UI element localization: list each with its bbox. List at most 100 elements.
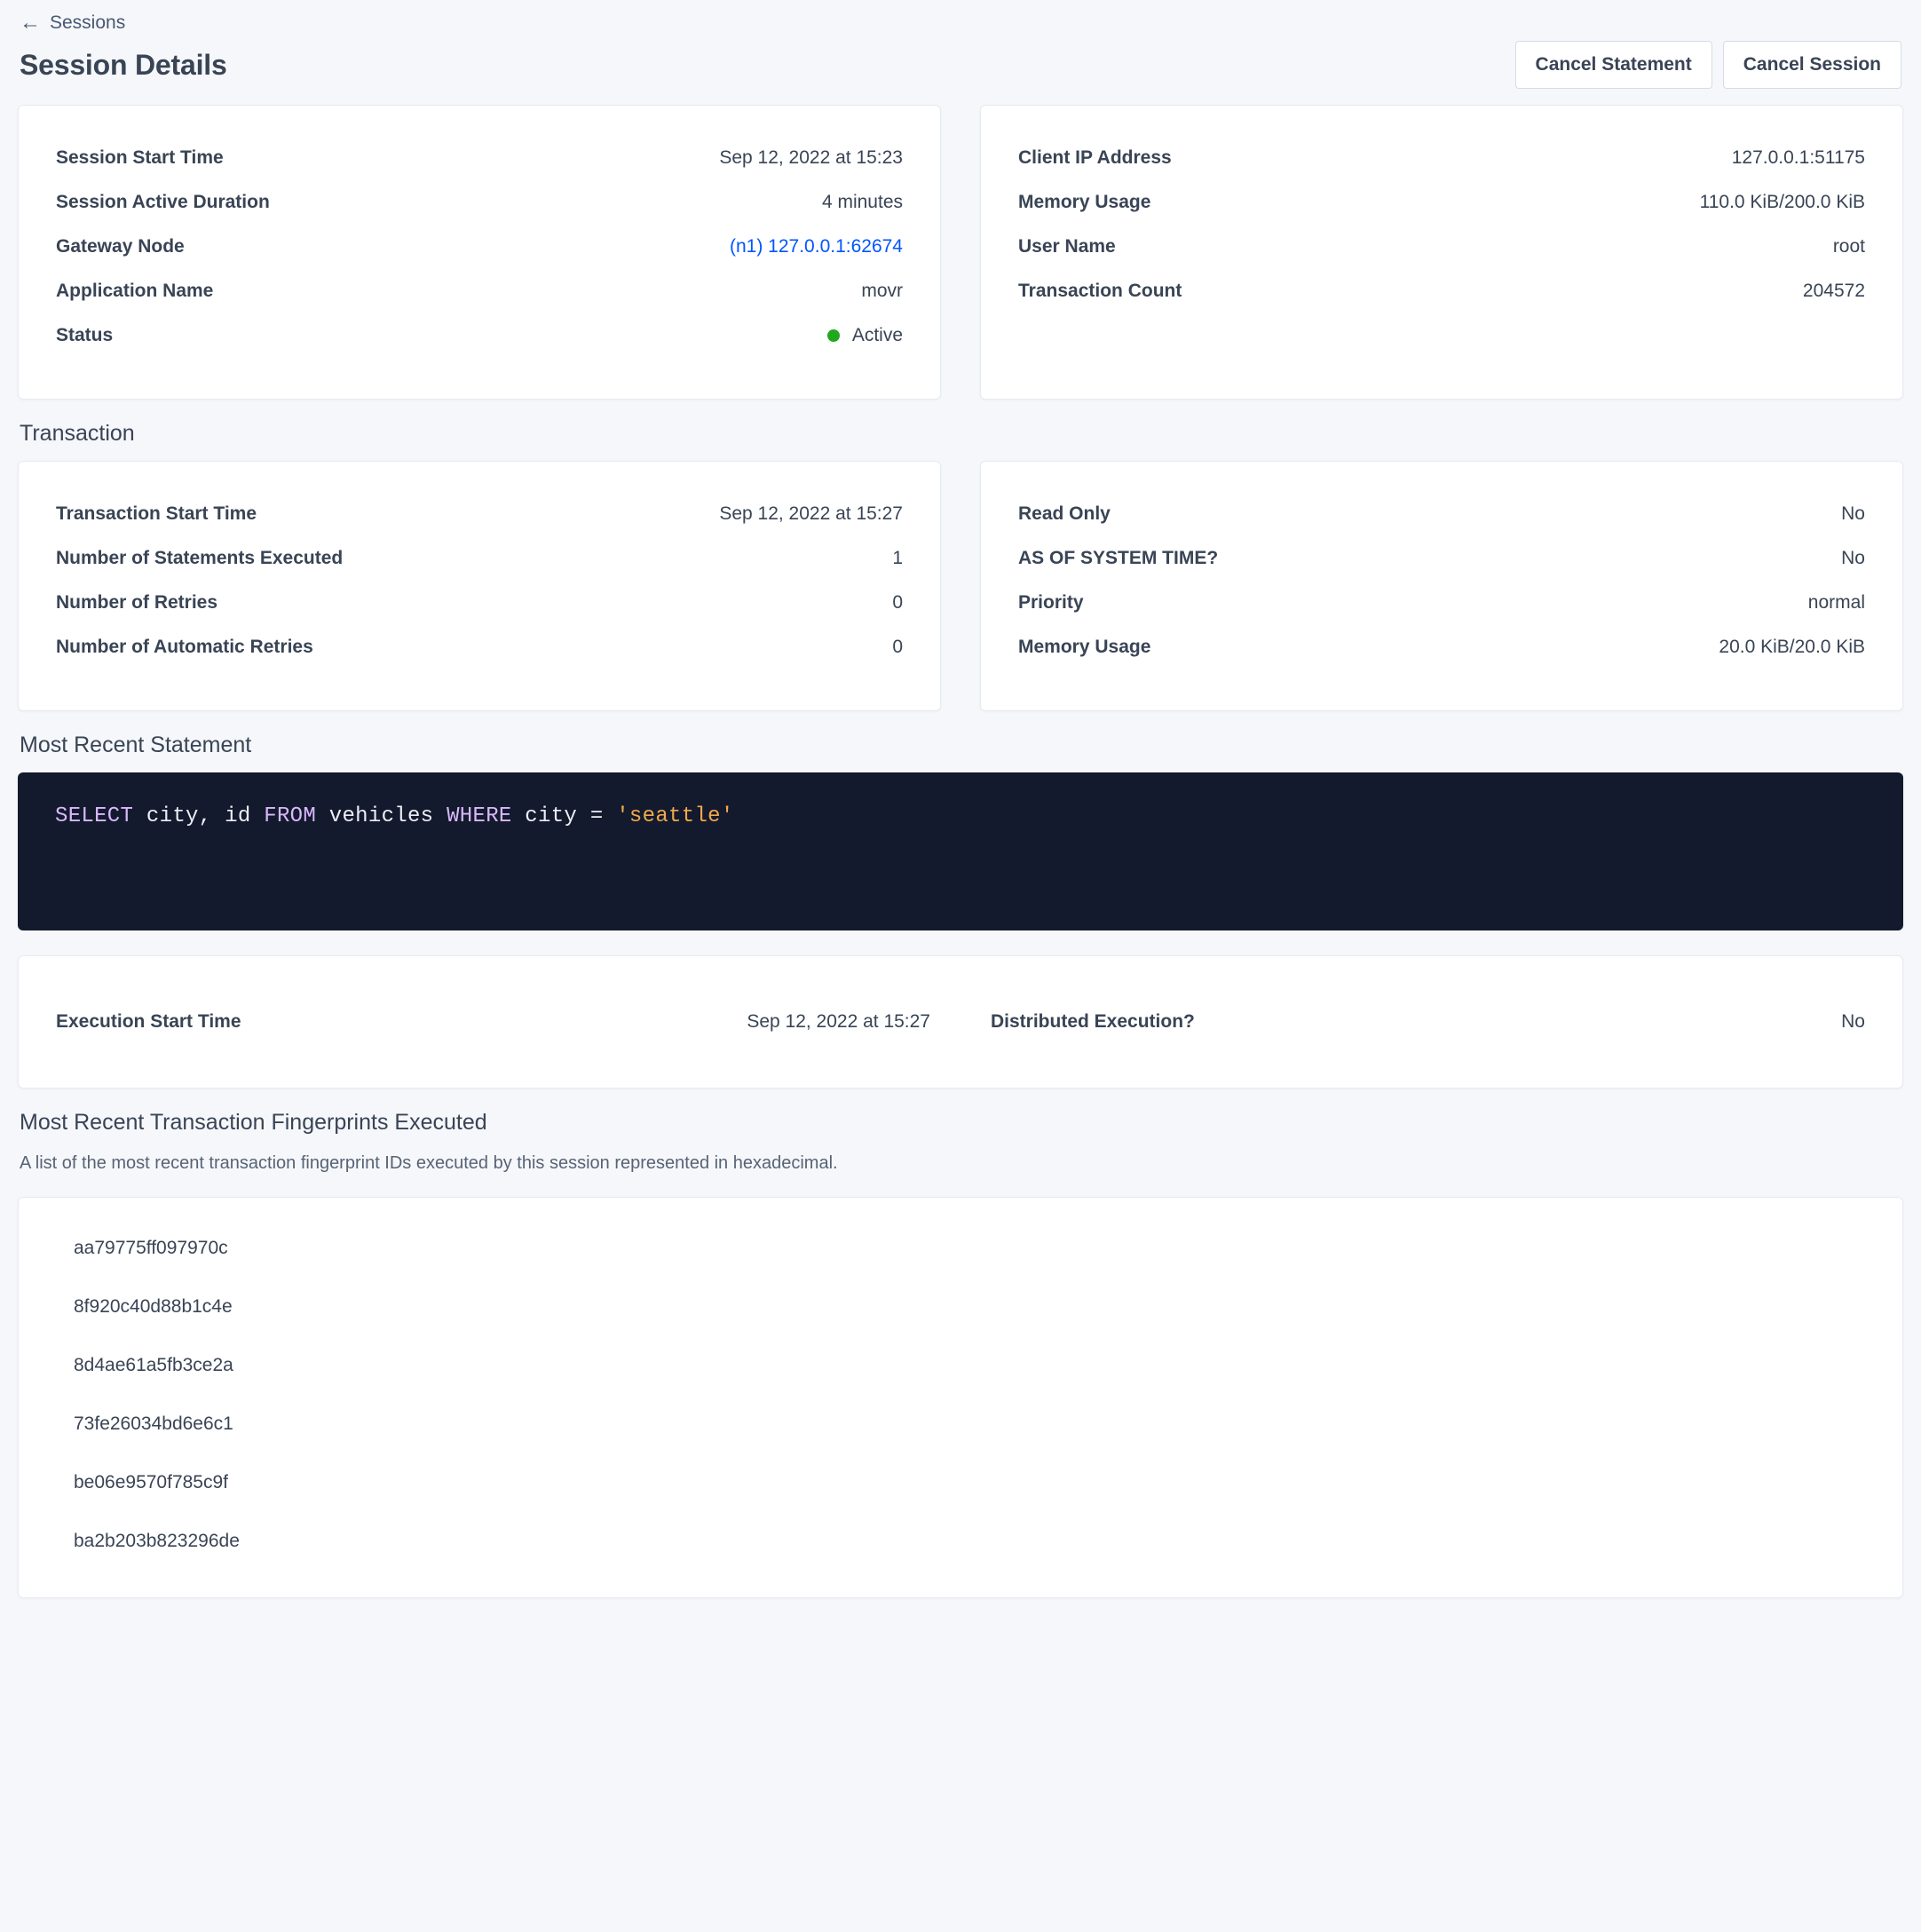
client-ip-address-value: 127.0.0.1:51175 [1731,147,1865,168]
retries-label: Number of Retries [56,592,218,613]
automatic-retries-row: Number of Automatic Retries 0 [56,625,903,669]
breadcrumb[interactable]: ← Sessions [18,0,1903,36]
fingerprint-item: be06e9570f785c9f [74,1472,228,1493]
status-value: Active [851,325,903,345]
as-of-system-time-row: AS OF SYSTEM TIME? No [1018,536,1865,581]
session-memory-usage-row: Memory Usage 110.0 KiB/200.0 KiB [1018,180,1865,225]
status-label: Status [56,325,114,345]
user-name-label: User Name [1018,236,1116,257]
transaction-overview-card: Transaction Start Time Sep 12, 2022 at 1… [18,461,941,711]
transaction-summary-row: Transaction Start Time Sep 12, 2022 at 1… [18,461,1903,711]
session-summary-row: Session Start Time Sep 12, 2022 at 15:23… [18,105,1903,400]
status-dot-icon [826,329,840,342]
gateway-node-row: Gateway Node (n1) 127.0.0.1:62674 [56,225,903,269]
sql-token-kw: WHERE [447,804,512,828]
distributed-execution-value: No [1841,1011,1865,1032]
sql-token-plain: city, id [133,804,265,828]
user-name-row: User Name root [1018,225,1865,269]
retries-row: Number of Retries 0 [56,581,903,625]
fingerprints-section-title: Most Recent Transaction Fingerprints Exe… [20,1110,487,1135]
fingerprint-item: 73fe26034bd6e6c1 [74,1413,233,1434]
session-memory-usage-label: Memory Usage [1018,192,1151,212]
transaction-overview-body: Transaction Start Time Sep 12, 2022 at 1… [19,462,940,710]
transaction-count-row: Transaction Count 204572 [1018,269,1865,313]
read-only-value: No [1841,503,1865,524]
session-active-duration-row: Session Active Duration 4 minutes [56,180,903,225]
transaction-properties-body: Read Only No AS OF SYSTEM TIME? No Prior… [981,462,1902,710]
application-name-value: movr [861,281,903,301]
sql-token-kw: FROM [264,804,317,828]
transaction-start-time-label: Transaction Start Time [56,503,257,524]
execution-start-time-value: Sep 12, 2022 at 15:27 [747,1011,930,1032]
execution-start-time-label: Execution Start Time [56,1011,241,1032]
as-of-system-time-value: No [1841,548,1865,568]
fingerprints-card: aa79775ff097970c 8f920c40d88b1c4e 8d4ae61a… [18,1197,1903,1598]
sql-statement-text: SELECT city, id FROM vehicles WHERE city… [55,804,1866,828]
gateway-node-label: Gateway Node [56,236,185,257]
fingerprint-item: 8d4ae61a5fb3ce2a [74,1355,233,1375]
transaction-count-value: 204572 [1802,281,1865,301]
transaction-properties-card: Read Only No AS OF SYSTEM TIME? No Prior… [980,461,1903,711]
session-start-time-row: Session Start Time Sep 12, 2022 at 15:23 [56,136,903,180]
transaction-count-label: Transaction Count [1018,281,1182,301]
session-connection-card: Client IP Address 127.0.0.1:51175 Memory… [980,105,1903,400]
priority-row: Priority normal [1018,581,1865,625]
application-name-row: Application Name movr [56,269,903,313]
client-ip-address-label: Client IP Address [1018,147,1172,168]
execution-details-card: Execution Start Time Sep 12, 2022 at 15:… [18,955,1903,1089]
sql-code-block: SELECT city, id FROM vehicles WHERE city… [18,772,1903,930]
header-actions: Cancel Statement Cancel Session [1514,41,1901,89]
retries-value: 0 [892,592,903,613]
transaction-memory-usage-row: Memory Usage 20.0 KiB/20.0 KiB [1018,625,1865,669]
automatic-retries-value: 0 [892,637,903,657]
session-start-time-value: Sep 12, 2022 at 15:23 [719,147,903,168]
transaction-memory-usage-label: Memory Usage [1018,637,1151,657]
page-header: Session Details Cancel Statement Cancel … [18,36,1903,105]
page-title: Session Details [20,48,227,81]
sql-token-kw: SELECT [55,804,134,828]
sql-token-plain: city = [511,804,617,828]
transaction-memory-usage-value: 20.0 KiB/20.0 KiB [1719,637,1865,657]
distributed-execution-row: Distributed Execution? No [960,1011,1865,1033]
sql-token-str: 'seattle' [616,804,734,828]
session-active-duration-label: Session Active Duration [56,192,270,212]
session-start-time-label: Session Start Time [56,147,224,168]
statements-executed-row: Number of Statements Executed 1 [56,536,903,581]
session-memory-usage-value: 110.0 KiB/200.0 KiB [1699,192,1865,212]
status-badge: Active [826,325,903,346]
automatic-retries-label: Number of Automatic Retries [56,637,313,657]
fingerprint-item: aa79775ff097970c [74,1238,228,1258]
session-overview-body: Session Start Time Sep 12, 2022 at 15:23… [19,106,940,399]
statements-executed-label: Number of Statements Executed [56,548,344,568]
priority-label: Priority [1018,592,1084,613]
sql-token-plain: vehicles [316,804,447,828]
statements-executed-value: 1 [892,548,903,568]
fingerprint-item: 8f920c40d88b1c4e [74,1296,233,1317]
read-only-row: Read Only No [1018,492,1865,536]
read-only-label: Read Only [1018,503,1111,524]
user-name-value: root [1832,236,1865,257]
execution-details-grid: Execution Start Time Sep 12, 2022 at 15:… [19,956,1902,1088]
application-name-label: Application Name [56,281,214,301]
transaction-start-time-value: Sep 12, 2022 at 15:27 [719,503,903,524]
breadcrumb-link-sessions[interactable]: Sessions [50,12,126,33]
cancel-session-button[interactable]: Cancel Session [1722,41,1901,89]
fingerprint-item: ba2b203b823296de [74,1531,240,1551]
as-of-system-time-label: AS OF SYSTEM TIME? [1018,548,1219,568]
transaction-start-time-row: Transaction Start Time Sep 12, 2022 at 1… [56,492,903,536]
fingerprints-description: A list of the most recent transaction fi… [20,1153,838,1173]
session-active-duration-value: 4 minutes [821,192,903,212]
distributed-execution-label: Distributed Execution? [991,1011,1195,1032]
session-details-page: ← Sessions Session Details Cancel Statem… [18,0,1903,1598]
execution-start-time-row: Execution Start Time Sep 12, 2022 at 15:… [56,1011,960,1033]
statement-section-title: Most Recent Statement [20,732,252,757]
status-row: Status Active [56,313,903,358]
arrow-left-icon[interactable]: ← [20,11,41,35]
fingerprints-list: aa79775ff097970c 8f920c40d88b1c4e 8d4ae61a… [19,1198,1902,1597]
client-ip-address-row: Client IP Address 127.0.0.1:51175 [1018,136,1865,180]
gateway-node-link[interactable]: (n1) 127.0.0.1:62674 [730,236,903,257]
cancel-statement-button[interactable]: Cancel Statement [1514,41,1712,89]
priority-value: normal [1807,592,1865,613]
session-connection-body: Client IP Address 127.0.0.1:51175 Memory… [981,106,1902,354]
transaction-section-title: Transaction [20,421,135,446]
